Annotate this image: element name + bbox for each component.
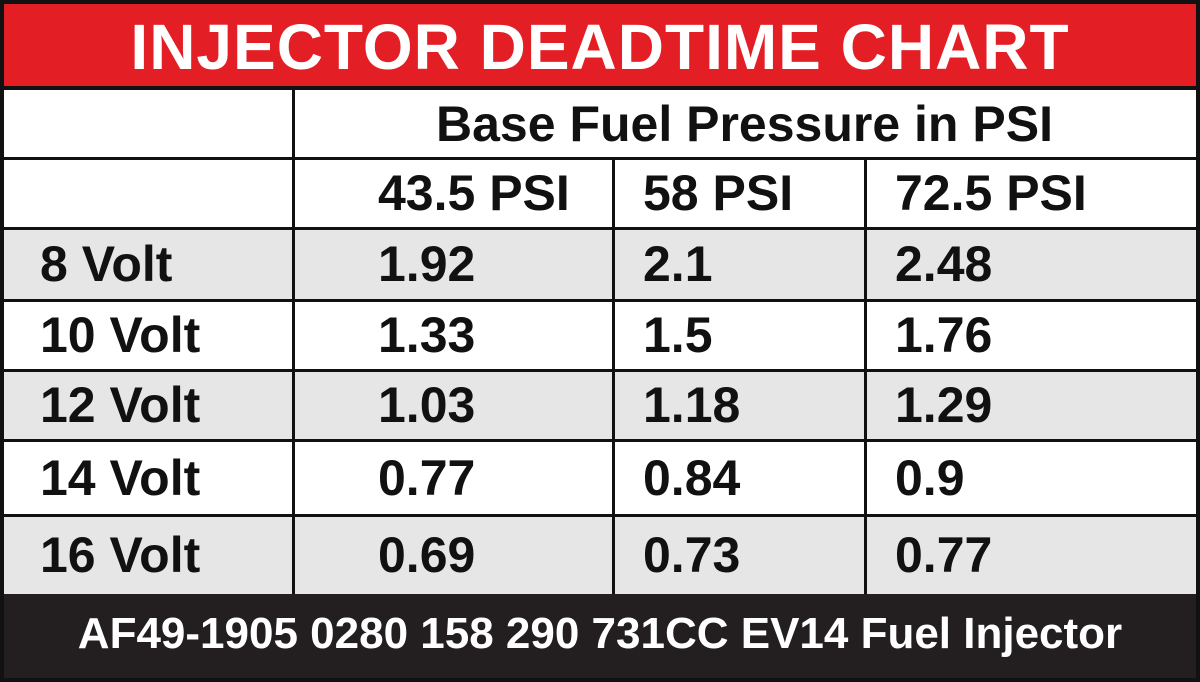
row-divider xyxy=(4,299,1196,302)
column-header: 72.5 PSI xyxy=(895,165,1087,221)
table-cell: 2.1 xyxy=(643,236,713,292)
table-cell: 0.9 xyxy=(895,449,965,506)
row-label: 12 Volt xyxy=(40,377,201,433)
row-background xyxy=(4,370,1196,440)
table-cell: 2.48 xyxy=(895,236,993,292)
table-cell: 0.73 xyxy=(643,526,741,583)
column-header: 43.5 PSI xyxy=(378,165,570,221)
row-background xyxy=(4,228,1196,300)
table-cell: 1.33 xyxy=(378,307,476,363)
footer: AF49-1905 0280 158 290 731CC EV14 Fuel I… xyxy=(4,590,1196,678)
column-divider xyxy=(864,158,867,594)
column-divider xyxy=(612,158,615,594)
row-label: 16 Volt xyxy=(40,526,201,583)
row-divider xyxy=(4,369,1196,372)
table-cell: 1.76 xyxy=(895,307,993,363)
table-cell: 0.77 xyxy=(378,449,476,506)
table-cell: 1.29 xyxy=(895,377,993,433)
row-label: 14 Volt xyxy=(40,449,201,506)
table-cell: 1.5 xyxy=(643,307,713,363)
row-divider xyxy=(4,227,1196,230)
row-divider xyxy=(4,439,1196,442)
row-divider xyxy=(4,514,1196,517)
row-divider xyxy=(4,157,1196,160)
column-header: 58 PSI xyxy=(643,165,794,221)
title: INJECTOR DEADTIME CHART xyxy=(4,4,1196,90)
table-cell: 0.84 xyxy=(643,449,741,506)
row-background xyxy=(4,515,1196,594)
row-label: 10 Volt xyxy=(40,307,201,363)
table-cell: 0.77 xyxy=(895,526,993,583)
row-label: 8 Volt xyxy=(40,236,173,292)
column-divider xyxy=(292,90,295,594)
table-cell: 1.18 xyxy=(643,377,741,433)
table-cell: 1.03 xyxy=(378,377,476,433)
group-header: Base Fuel Pressure in PSI xyxy=(436,96,1053,152)
table-cell: 0.69 xyxy=(378,526,476,583)
table-cell: 1.92 xyxy=(378,236,476,292)
